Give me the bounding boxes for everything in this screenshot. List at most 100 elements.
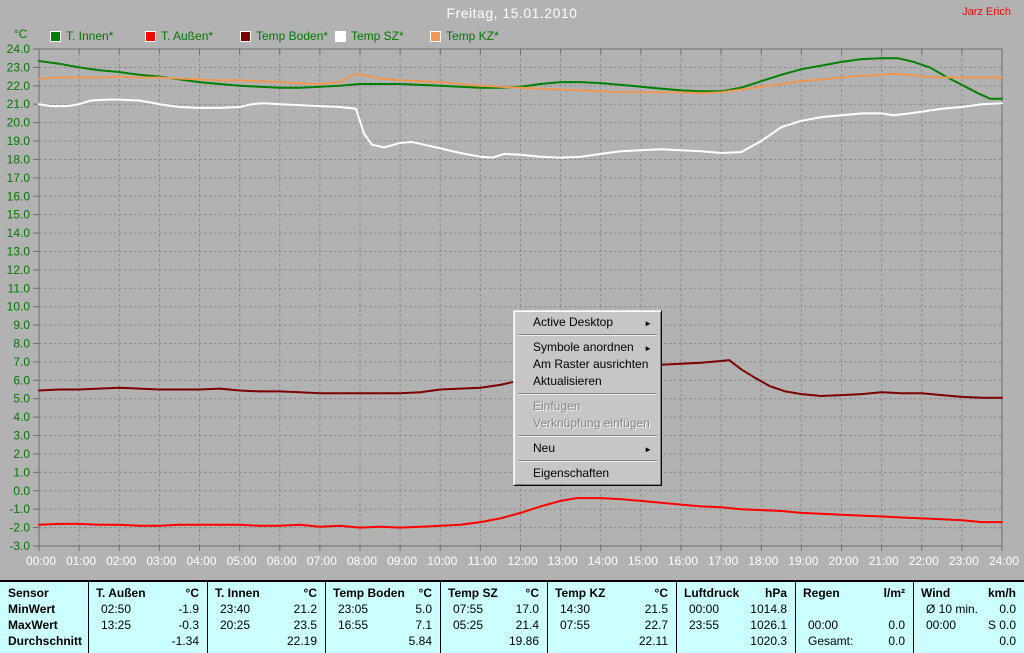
menu-item-symbole-anordnen[interactable]: Symbole anordnen ► xyxy=(516,339,659,356)
table-row: 20:25 23.5 xyxy=(208,617,325,633)
table-row: 00:00 S 0.0 xyxy=(914,617,1024,633)
table-cell-time: 07:55 xyxy=(560,618,591,632)
table-cell-time xyxy=(684,633,689,649)
table-cell-time: 00:00 xyxy=(926,618,957,632)
legend-item-temp-kz: Temp KZ* xyxy=(430,29,499,43)
legend-swatch-icon xyxy=(430,30,441,42)
table-cell-time: 23:55 xyxy=(689,618,720,632)
table-row: 16:55 7.1 xyxy=(326,617,440,633)
x-tick-label: 22:00 xyxy=(909,554,939,568)
table-cell-value: 5.84 xyxy=(408,634,432,648)
table-row: 5.84 xyxy=(326,633,440,649)
temperature-chart: 24.0 23.0 22.0 21.0 20.0 19.0 18.0 17.0 16.0 15.0… xyxy=(7,42,1020,568)
legend-label: T. Innen* xyxy=(66,29,114,43)
table-row: 19.86 xyxy=(441,633,547,649)
legend-item-t-aussen: T. Außen* xyxy=(145,29,213,43)
table-row: 22.11 xyxy=(548,633,676,649)
table-row: 07:55 22.7 xyxy=(548,617,676,633)
y-tick-label: 8.0 xyxy=(13,337,30,351)
y-tick-label: 20.0 xyxy=(7,116,31,130)
submenu-arrow-icon: ► xyxy=(644,344,652,353)
table-col-unit: °C xyxy=(418,586,432,600)
y-tick-label: 1.0 xyxy=(13,465,30,479)
desktop-context-menu: Active Desktop ► Symbole anordnen ► Am Raste… xyxy=(513,310,662,486)
table-col-header: Regen l/m² xyxy=(796,585,913,601)
table-row: 1020.3 xyxy=(677,633,795,649)
legend-label: Temp KZ* xyxy=(446,29,499,43)
table-cell-value: 0.0 xyxy=(888,618,905,632)
table-col-header: Luftdruck hPa xyxy=(677,585,795,601)
table-cell-value: 0.0 xyxy=(999,602,1016,616)
table-row: 07:55 17.0 xyxy=(441,601,547,617)
table-cell-value: 7.1 xyxy=(415,618,432,632)
submenu-arrow-icon: ► xyxy=(644,319,652,328)
x-tick-label: 00:00 xyxy=(26,554,56,568)
table-row: Gesamt: 0.0 xyxy=(796,633,913,649)
table-cell-value: -0.3 xyxy=(178,618,199,632)
table-row: 23:40 21.2 xyxy=(208,601,325,617)
user-name-label: Jarz Erich xyxy=(962,6,1011,18)
table-cell-value: 22.7 xyxy=(644,618,668,632)
x-tick-label: 02:00 xyxy=(106,554,136,568)
menu-item-eigenschaften[interactable]: Eigenschaften xyxy=(516,465,659,482)
table-cell-value: 1026.1 xyxy=(750,618,787,632)
table-cell-value: 22.11 xyxy=(638,634,668,648)
table-cell-time xyxy=(215,633,220,649)
legend-item-temp-sz: Temp SZ* xyxy=(335,29,404,43)
y-tick-label: 21.0 xyxy=(7,97,31,111)
table-cell-time xyxy=(96,633,101,649)
table-col-unit: °C xyxy=(525,586,539,600)
table-col-header: Wind km/h xyxy=(914,585,1024,601)
table-cell-value: 1014.8 xyxy=(750,602,787,616)
table-cell-value: 1020.3 xyxy=(750,634,787,648)
x-tick-label: 08:00 xyxy=(347,554,377,568)
y-axis-unit-label: °C xyxy=(14,27,28,41)
table-cell-value: 19.86 xyxy=(508,634,539,648)
table-row: 00:00 0.0 xyxy=(796,617,913,633)
x-tick-label: 24:00 xyxy=(989,554,1019,568)
x-tick-label: 05:00 xyxy=(227,554,257,568)
table-cell-time: 00:00 xyxy=(689,602,720,616)
x-tick-label: 10:00 xyxy=(427,554,457,568)
table-cell-value: 17.0 xyxy=(515,602,539,616)
y-tick-label: 16.0 xyxy=(7,189,31,203)
table-col-sensor: Sensor MinWert MaxWert Durchschnitt xyxy=(0,582,88,653)
menu-item-active-desktop[interactable]: Active Desktop ► xyxy=(516,314,659,331)
table-col-wind: Wind km/h Ø 10 min. 0.0 00:00 S 0.0 0.0 xyxy=(913,582,1024,653)
menu-item-aktualisieren[interactable]: Aktualisieren xyxy=(516,373,659,390)
menu-item-label: Einfügen xyxy=(533,399,581,413)
table-col-name: Temp KZ xyxy=(555,586,606,600)
table-row: 14:30 21.5 xyxy=(548,601,676,617)
table-cell-time: 20:25 xyxy=(220,618,251,632)
table-col-luftdruck: Luftdruck hPa 00:00 1014.8 23:55 1026.1 1020.3 xyxy=(676,582,795,653)
menu-item-label: Verknüpfung einfügen xyxy=(533,416,650,430)
table-col-t-innen: T. Innen °C 23:40 21.2 20:25 23.5 22.19 xyxy=(207,582,325,653)
y-tick-label: 7.0 xyxy=(13,355,30,369)
menu-item-neu[interactable]: Neu ► xyxy=(516,440,659,457)
table-cell-value: 21.4 xyxy=(515,618,539,632)
table-cell-value: 23.5 xyxy=(293,618,317,632)
table-col-unit: °C xyxy=(654,586,668,600)
x-tick-label: 11:00 xyxy=(468,554,497,568)
table-col-header: Temp KZ °C xyxy=(548,585,676,601)
sensor-stats-table: Sensor MinWert MaxWert Durchschnitt T. Außen… xyxy=(0,580,1024,653)
table-col-header: T. Innen °C xyxy=(208,585,325,601)
series-line-t-innen xyxy=(38,57,1003,100)
y-tick-label: 23.0 xyxy=(7,60,31,74)
x-tick-label: 04:00 xyxy=(186,554,216,568)
page-title: Freitag, 15.01.2010 xyxy=(446,5,578,21)
y-tick-label: 15.0 xyxy=(7,208,31,222)
table-row: 23:55 1026.1 xyxy=(677,617,795,633)
y-tick-label: 18.0 xyxy=(7,152,31,166)
menu-item-am-raster-ausrichten[interactable]: Am Raster ausrichten xyxy=(516,356,659,373)
table-cell-time: Gesamt: xyxy=(808,634,854,648)
table-row: 23:05 5.0 xyxy=(326,601,440,617)
menu-item-einfuegen: Einfügen xyxy=(516,398,659,415)
y-tick-label: 19.0 xyxy=(7,134,31,148)
legend-item-temp-boden: Temp Boden* xyxy=(240,29,328,43)
table-cell-value: -1.9 xyxy=(178,602,199,616)
legend-item-t-innen: T. Innen* xyxy=(50,29,114,43)
y-tick-label: 12.0 xyxy=(7,263,31,277)
table-col-unit: l/m² xyxy=(883,586,905,600)
